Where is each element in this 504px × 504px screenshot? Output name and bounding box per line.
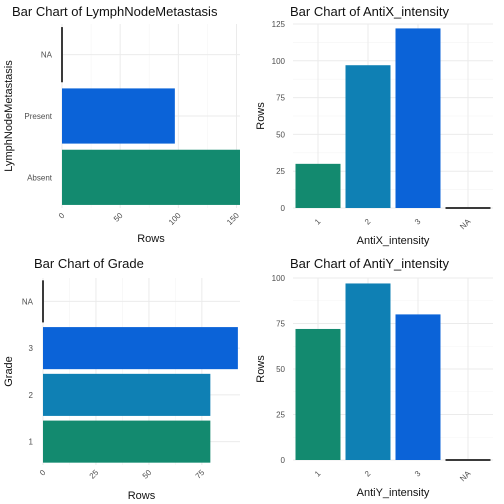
x-tick-label-na: NA [458, 217, 473, 232]
x-tick-label: 75 [194, 468, 207, 481]
x-axis-label: Rows [137, 233, 165, 245]
x-tick-label-na: NA [458, 469, 473, 484]
y-tick-label: 125 [272, 20, 286, 29]
bar-present [62, 88, 175, 144]
chart-title: Bar Chart of Grade [34, 256, 144, 271]
antix-svg: Bar Chart of AntiX_intensity025507510012… [255, 4, 493, 247]
antiy-intensity-chart: Bar Chart of AntiY_intensity 0 25 50 75 100 1 2… [252, 252, 504, 504]
y-tick-label: 50 [276, 130, 285, 139]
y-tick-label-1: 1 [29, 438, 34, 447]
x-tick-label: 0 [38, 468, 48, 478]
bar-2 [345, 283, 391, 460]
chart-title: Bar Chart of AntiY_intensity [290, 256, 449, 271]
bar-3 [43, 327, 238, 370]
grade-svg: Bar Chart of Grade 0 25 50 75 1 2 3 NA Rows Grade [3, 256, 240, 502]
x-axis-label: AntiY_intensity [357, 487, 430, 499]
bar-na [42, 280, 44, 323]
y-axis-label: Rows [255, 102, 267, 130]
y-tick-label: 100 [272, 274, 286, 283]
chart-title: Bar Chart of AntiX_intensity [290, 4, 449, 19]
x-tick-label: 50 [141, 468, 154, 481]
x-tick-label: 25 [88, 468, 101, 481]
lymph-node-metastasis-chart: Bar Chart of LymphNodeMetastasis 0 50 100 15… [0, 0, 252, 252]
y-tick-label: 0 [281, 456, 286, 465]
y-tick-label-3: 3 [29, 344, 34, 353]
x-axis-label: AntiX_intensity [357, 235, 430, 247]
y-tick-label: 75 [276, 320, 285, 329]
bar-na [61, 27, 63, 83]
y-axis-label: Grade [3, 356, 15, 387]
bar-1 [43, 420, 211, 463]
antiy-svg: Bar Chart of AntiY_intensity 0 25 50 75 100 1 2… [255, 256, 493, 499]
y-tick-label: 75 [276, 94, 285, 103]
bar-2 [345, 65, 391, 208]
x-tick-label: 0 [57, 211, 67, 221]
x-tick-label-2: 2 [363, 217, 373, 227]
antix-intensity-chart: Bar Chart of AntiX_intensity 0 25 50 75 100 12… [252, 0, 504, 252]
x-tick-label-3: 3 [413, 469, 423, 479]
y-tick-label-2: 2 [29, 391, 34, 400]
bar-3 [395, 28, 441, 208]
x-axis-label: Rows [128, 490, 156, 502]
y-tick-label-na: NA [41, 51, 53, 60]
x-tick-label: 100 [167, 211, 183, 227]
x-tick-label-1: 1 [313, 217, 323, 227]
y-tick-label: 25 [276, 167, 285, 176]
bar-2 [43, 373, 211, 416]
y-tick-label: 100 [272, 57, 286, 66]
y-tick-label: 50 [276, 365, 285, 374]
grade-chart: Bar Chart of Grade 0 25 50 75 1 2 3 NA Rows Grade [0, 252, 252, 504]
y-tick-label-present: Present [24, 112, 52, 121]
bar-na [445, 207, 491, 209]
x-tick-label-3: 3 [413, 217, 423, 227]
y-axis-label: LymphNodeMetastasis [3, 60, 15, 172]
x-tick-label: 150 [225, 211, 241, 227]
chart-title: Bar Chart of LymphNodeMetastasis [12, 4, 218, 19]
bar-1 [295, 163, 341, 208]
y-tick-label: 0 [281, 204, 286, 213]
y-axis-label: Rows [255, 355, 267, 383]
bar-na [445, 459, 491, 461]
y-tick-label: 25 [276, 411, 285, 420]
x-tick-label-1: 1 [313, 469, 323, 479]
x-tick-label: 50 [112, 211, 125, 224]
x-tick-label-2: 2 [363, 469, 373, 479]
y-tick-label-absent: Absent [27, 173, 53, 182]
y-tick-label-na: NA [22, 297, 34, 306]
bar-1 [295, 328, 341, 460]
bar-absent [62, 149, 240, 205]
lymph-svg: Bar Chart of LymphNodeMetastasis 0 50 100 15… [3, 4, 241, 245]
bar-3 [395, 314, 441, 460]
